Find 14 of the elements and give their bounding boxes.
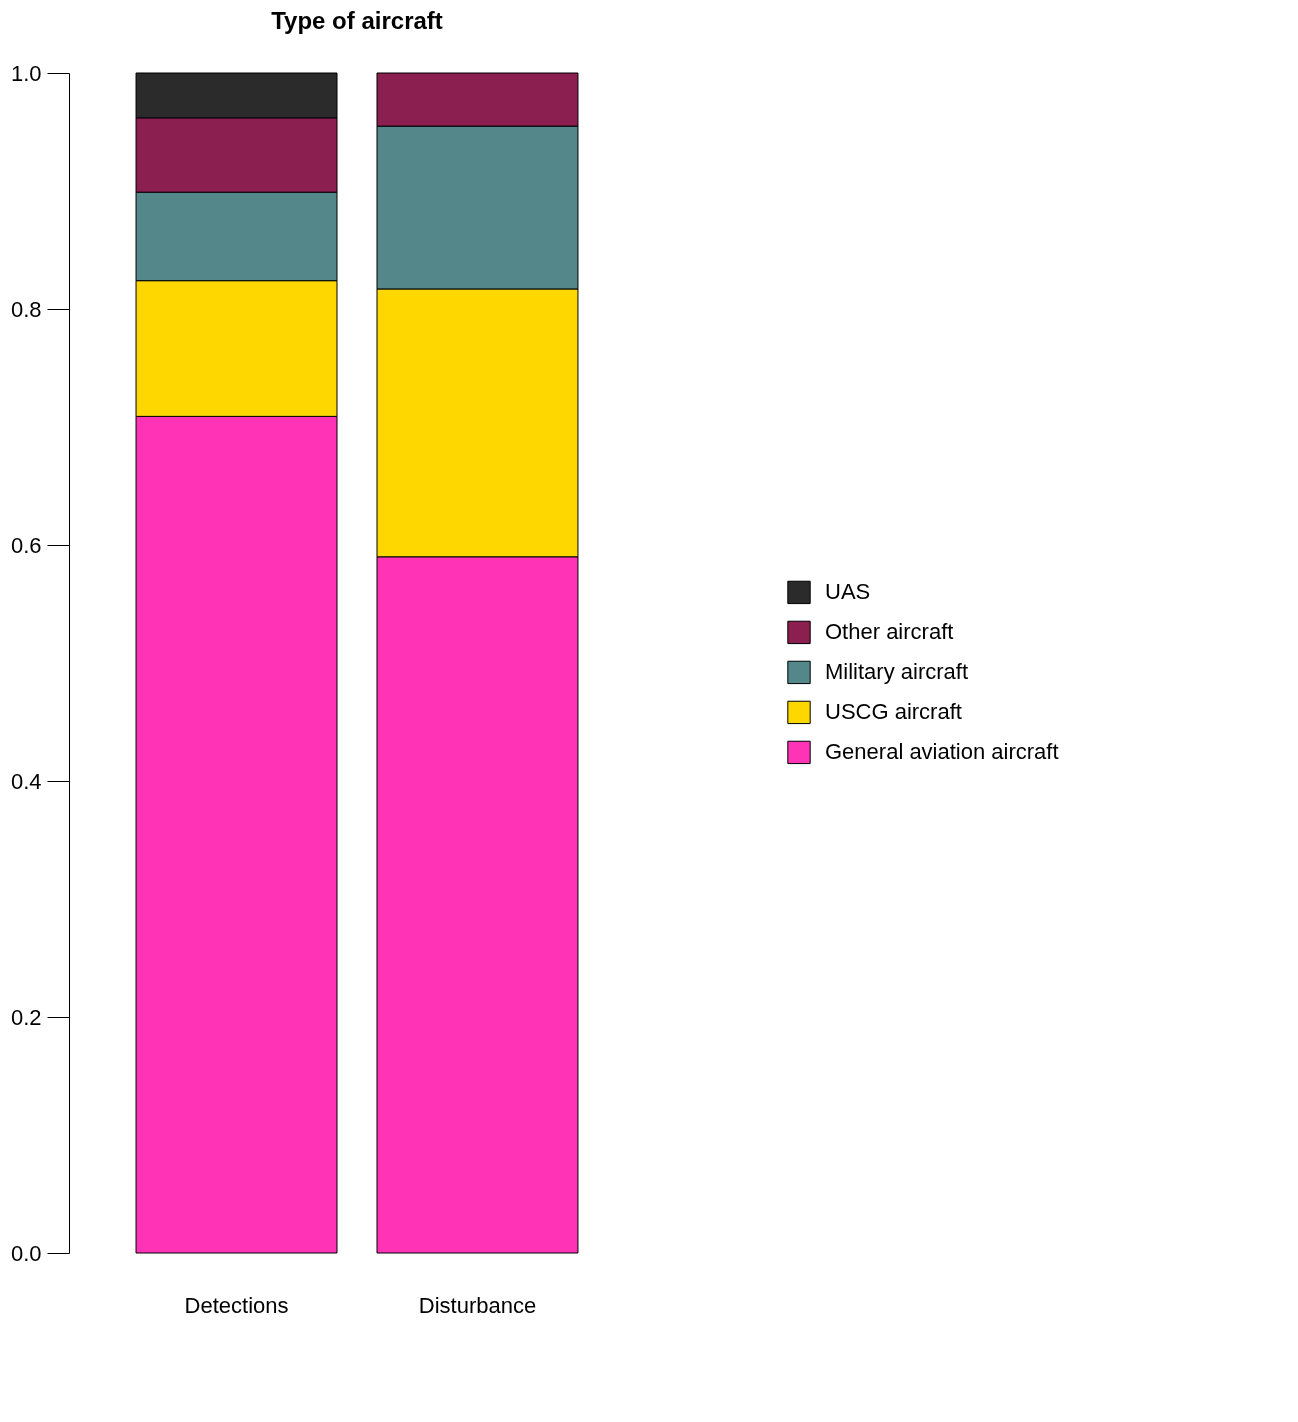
y-tick-label: 0.0 xyxy=(10,1240,42,1266)
y-tick-label: 0.8 xyxy=(10,296,42,322)
y-tick-label: 0.4 xyxy=(10,768,42,794)
y-tick-label: 1.0 xyxy=(10,60,42,86)
legend-label: UAS xyxy=(825,579,871,605)
legend-label: Military aircraft xyxy=(825,659,969,685)
x-tick-label: Disturbance xyxy=(418,1292,537,1318)
legend-label: General aviation aircraft xyxy=(825,739,1059,765)
legend-label: USCG aircraft xyxy=(825,699,962,725)
legend-label: Other aircraft xyxy=(825,619,954,645)
y-tick-label: 0.2 xyxy=(10,1004,42,1030)
x-tick-label: Detections xyxy=(184,1292,289,1318)
chart-title: Type of aircraft xyxy=(271,7,443,34)
y-tick-label: 0.6 xyxy=(10,532,42,558)
